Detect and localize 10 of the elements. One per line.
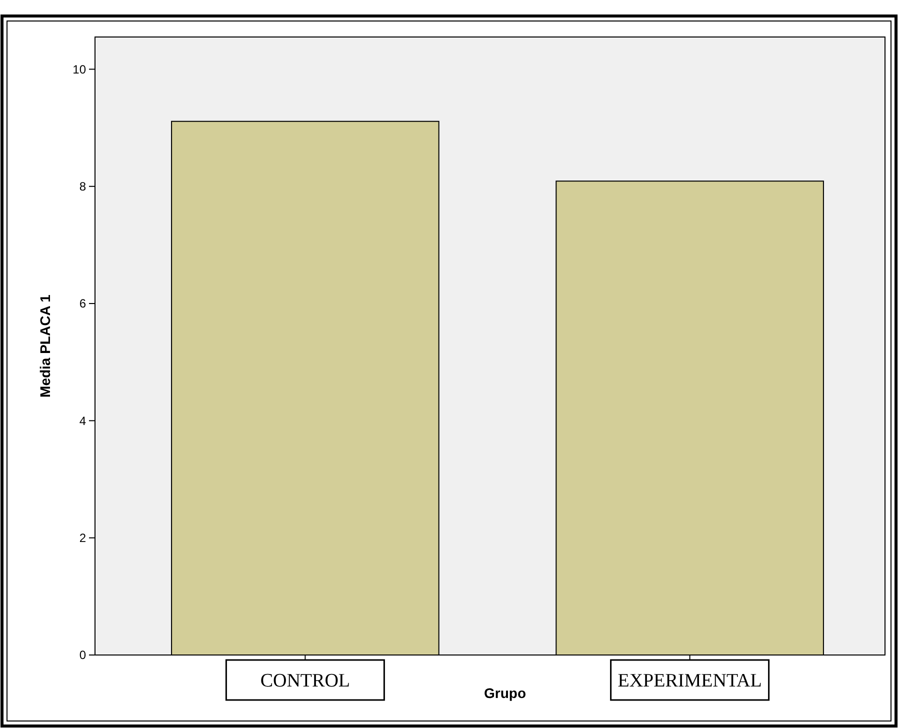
y-tick-label: 10 [72, 62, 86, 76]
y-tick-label: 6 [79, 296, 86, 311]
y-axis-title: Media PLACA 1 [37, 294, 53, 398]
y-tick-label: 8 [79, 180, 86, 194]
y-tick-label: 2 [79, 531, 86, 546]
x-axis-title: Grupo [484, 685, 526, 701]
y-tick-label: 0 [79, 648, 86, 662]
x-tick-label: EXPERIMENTAL [618, 670, 762, 692]
y-tick-label: 4 [79, 414, 86, 428]
x-tick-label: CONTROL [260, 670, 350, 692]
